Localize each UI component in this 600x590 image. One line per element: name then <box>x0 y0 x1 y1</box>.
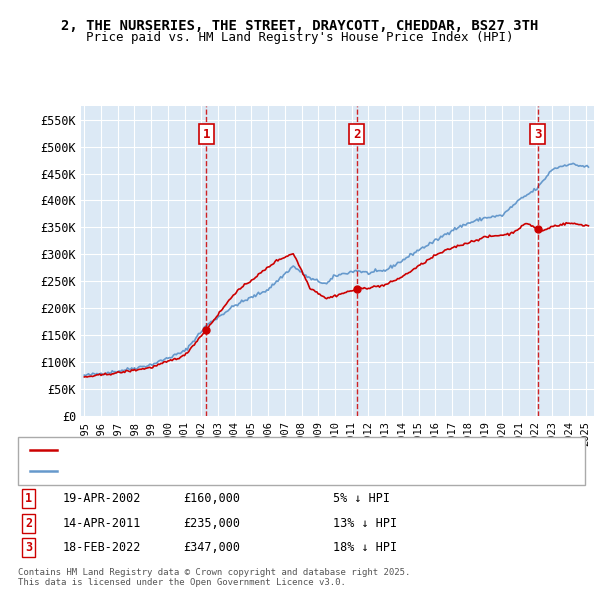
Text: 18-FEB-2022: 18-FEB-2022 <box>63 541 142 554</box>
Text: 2: 2 <box>353 127 360 140</box>
Text: £235,000: £235,000 <box>183 517 240 530</box>
Text: Contains HM Land Registry data © Crown copyright and database right 2025.
This d: Contains HM Land Registry data © Crown c… <box>18 568 410 587</box>
Text: £160,000: £160,000 <box>183 492 240 505</box>
Text: 14-APR-2011: 14-APR-2011 <box>63 517 142 530</box>
Text: 2, THE NURSERIES, THE STREET, DRAYCOTT, CHEDDAR, BS27 3TH (detached house): 2, THE NURSERIES, THE STREET, DRAYCOTT, … <box>63 445 526 455</box>
Text: £347,000: £347,000 <box>183 541 240 554</box>
Text: HPI: Average price, detached house, Somerset: HPI: Average price, detached house, Some… <box>63 467 338 477</box>
Text: 1: 1 <box>25 492 32 505</box>
Text: 2: 2 <box>25 517 32 530</box>
Text: Price paid vs. HM Land Registry's House Price Index (HPI): Price paid vs. HM Land Registry's House … <box>86 31 514 44</box>
Text: 2, THE NURSERIES, THE STREET, DRAYCOTT, CHEDDAR, BS27 3TH: 2, THE NURSERIES, THE STREET, DRAYCOTT, … <box>61 19 539 33</box>
Text: 18% ↓ HPI: 18% ↓ HPI <box>333 541 397 554</box>
Text: 1: 1 <box>202 127 210 140</box>
Text: 3: 3 <box>25 541 32 554</box>
Text: 13% ↓ HPI: 13% ↓ HPI <box>333 517 397 530</box>
Text: 19-APR-2002: 19-APR-2002 <box>63 492 142 505</box>
Text: 3: 3 <box>534 127 541 140</box>
Text: 5% ↓ HPI: 5% ↓ HPI <box>333 492 390 505</box>
